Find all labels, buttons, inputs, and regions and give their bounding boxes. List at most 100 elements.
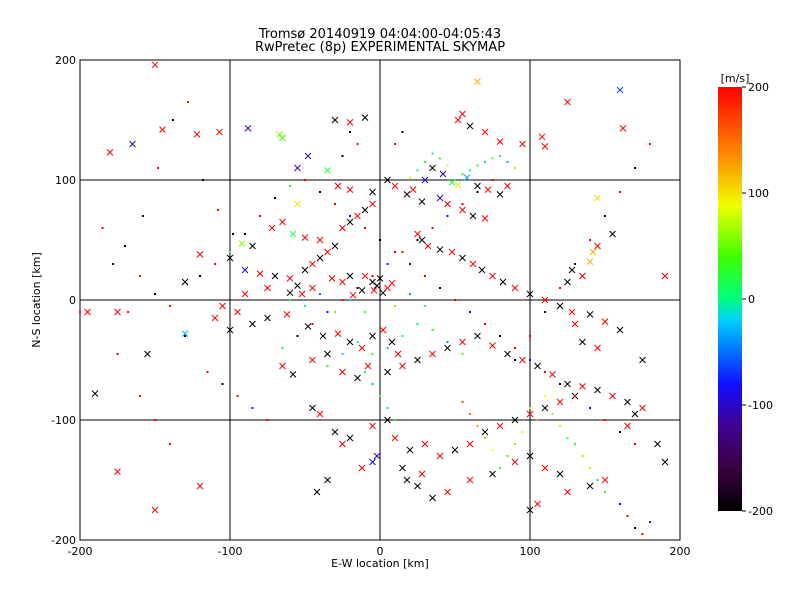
data-point-cross [304,323,312,330]
data-point-cross [346,218,354,226]
data-point-dot [319,191,321,193]
data-point-dot [386,263,389,265]
data-point-cross [364,362,372,370]
data-point-dot [319,293,321,295]
data-point-cross [586,482,594,490]
data-point-dot [559,287,561,289]
data-point-cross [624,398,631,406]
data-point-cross [369,278,376,286]
data-point-dot [221,383,224,385]
data-point-cross [424,242,432,250]
data-point-dot [169,443,171,445]
data-point-cross [421,176,429,184]
data-point-cross [388,338,396,346]
data-point-cross [279,362,286,370]
data-point-dot [424,161,426,163]
data-point-cross [339,278,346,286]
data-point-dot [386,407,389,409]
x-tick-label: 200 [670,545,691,558]
x-tick-label: -100 [218,545,243,558]
data-point-cross [159,126,166,133]
data-point-dot [499,467,501,469]
data-point-cross [454,116,462,124]
data-point-dot [379,299,381,301]
data-point-dot [551,413,554,415]
data-point-cross [193,131,201,138]
data-point-cross [376,275,384,282]
data-point-cross [639,356,646,364]
data-point-cross [399,362,406,370]
data-point-dot [499,155,501,157]
data-point-dot [566,437,569,439]
data-point-dot [439,157,441,160]
data-point-cross [106,149,114,156]
data-point-cross [469,260,477,268]
data-point-dot [364,227,366,229]
data-point-dot [619,191,621,193]
data-point-cross [594,194,601,202]
data-point-dot [101,227,104,229]
data-point-cross [369,332,376,340]
data-point-cross [334,182,342,190]
data-point-cross [346,119,354,126]
data-point-cross [384,416,391,424]
y-tick-label: -100 [51,414,76,427]
data-point-cross [459,110,466,118]
colorbar-unit-label: [m/s] [721,72,750,85]
data-point-cross [304,152,312,160]
data-point-dot [641,533,644,535]
data-point-cross [361,272,369,280]
data-point-cross [279,218,286,226]
data-point-dot [394,419,396,421]
data-point-dot [79,311,81,313]
data-point-dot [424,275,426,277]
colorbar-ticks: -200 -100 0 100 200 [742,81,773,518]
data-point-cross [586,258,594,265]
data-point-cross [586,311,594,318]
data-point-cross [444,488,451,496]
data-point-cross [481,215,489,222]
data-point-cross [484,186,492,193]
data-point-cross [279,134,286,142]
data-point-cross [331,116,339,124]
data-point-cross [370,287,378,294]
data-point-dot [559,383,561,385]
data-point-dot [506,161,509,163]
data-point-dot [446,164,449,167]
data-point-dot [364,311,366,313]
data-point-cross [286,289,294,297]
data-point-cross [616,86,624,94]
colorbar-tick-label: 0 [748,293,755,306]
data-point-dot [401,335,404,337]
data-point-dot [334,311,336,313]
data-point-dot [187,101,189,103]
data-point-cross [264,314,271,322]
data-point-dot [112,263,114,265]
data-point-cross [418,236,426,244]
data-point-dot [379,395,381,397]
data-point-cross [639,404,646,412]
data-point-dot [289,185,291,187]
data-point-dot [341,353,344,355]
data-point-cross [286,275,294,282]
data-point-dot [311,323,314,325]
data-point-dot [446,341,449,343]
data-point-cross [556,302,564,310]
data-point-cross [466,122,474,130]
data-point-dot [431,227,434,229]
data-point-dot [349,299,351,301]
data-point-cross [541,296,549,304]
data-point-cross [429,164,436,172]
colorbar: [m/s] -200 -100 0 100 200 [718,72,773,518]
data-point-dot [341,299,344,301]
data-point-dot [604,215,606,217]
data-point-dot [259,215,261,217]
data-point-dot [304,179,306,181]
data-point-cross [489,342,496,349]
data-point-dot [416,323,419,325]
data-point-cross [661,272,669,280]
data-point-cross [373,282,381,289]
y-tick-label: -200 [51,534,76,547]
data-point-cross [196,482,204,490]
data-point-cross [594,386,601,394]
